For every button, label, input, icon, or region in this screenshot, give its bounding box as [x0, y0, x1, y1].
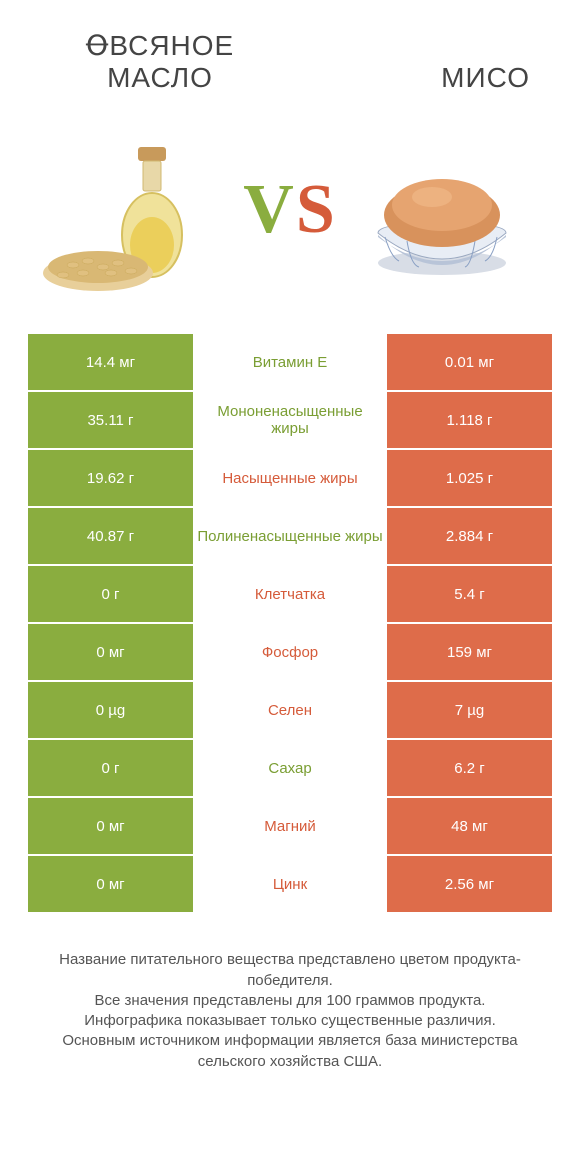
- value-left: 35.11 г: [28, 392, 193, 448]
- value-left: 0 мг: [28, 856, 193, 912]
- value-left: 0 г: [28, 566, 193, 622]
- title-left: ꝊВСЯНОЕ МАСЛО: [50, 30, 270, 94]
- comparison-table: 14.4 мгВитамин E0.01 мг35.11 гМононенасы…: [0, 334, 580, 912]
- nutrient-label: Цинк: [193, 856, 387, 912]
- vs-label: VS: [243, 170, 337, 250]
- footer-line: Инфографика показывает только существенн…: [28, 1011, 552, 1031]
- nutrient-label: Клетчатка: [193, 566, 387, 622]
- value-right: 0.01 мг: [387, 334, 552, 390]
- footer-text: Название питательного вещества представл…: [0, 914, 580, 1072]
- value-right: 1.025 г: [387, 450, 552, 506]
- table-row: 35.11 гМононенасыщенные жиры1.118 г: [28, 392, 552, 448]
- table-row: 19.62 гНасыщенные жиры1.025 г: [28, 450, 552, 506]
- table-row: 0 µgСелен7 µg: [28, 682, 552, 738]
- food-image-left: [43, 125, 233, 295]
- nutrient-label: Сахар: [193, 740, 387, 796]
- table-row: 40.87 гПолиненасыщенные жиры2.884 г: [28, 508, 552, 564]
- images-row: VS: [0, 104, 580, 334]
- value-left: 0 г: [28, 740, 193, 796]
- table-row: 0 гСахар6.2 г: [28, 740, 552, 796]
- nutrient-label: Магний: [193, 798, 387, 854]
- value-right: 2.56 мг: [387, 856, 552, 912]
- value-left: 14.4 мг: [28, 334, 193, 390]
- value-left: 0 мг: [28, 624, 193, 680]
- value-left: 19.62 г: [28, 450, 193, 506]
- value-left: 0 µg: [28, 682, 193, 738]
- footer-line: Основным источником информации является …: [28, 1031, 552, 1072]
- nutrient-label: Мононенасыщенные жиры: [193, 392, 387, 448]
- table-row: 14.4 мгВитамин E0.01 мг: [28, 334, 552, 390]
- footer-line: Название питательного вещества представл…: [28, 950, 552, 991]
- nutrient-label: Селен: [193, 682, 387, 738]
- nutrient-label: Полиненасыщенные жиры: [193, 508, 387, 564]
- value-right: 7 µg: [387, 682, 552, 738]
- table-row: 0 мгФосфор159 мг: [28, 624, 552, 680]
- footer-line: Все значения представлены для 100 граммо…: [28, 991, 552, 1011]
- table-row: 0 мгМагний48 мг: [28, 798, 552, 854]
- value-left: 0 мг: [28, 798, 193, 854]
- table-row: 0 мгЦинк2.56 мг: [28, 856, 552, 912]
- header: ꝊВСЯНОЕ МАСЛО МИСО: [0, 0, 580, 104]
- value-left: 40.87 г: [28, 508, 193, 564]
- value-right: 159 мг: [387, 624, 552, 680]
- vs-s: S: [296, 171, 337, 248]
- nutrient-label: Насыщенные жиры: [193, 450, 387, 506]
- food-image-right: [347, 125, 537, 295]
- value-right: 5.4 г: [387, 566, 552, 622]
- nutrient-label: Витамин E: [193, 334, 387, 390]
- value-right: 48 мг: [387, 798, 552, 854]
- title-right: МИСО: [441, 62, 530, 94]
- value-right: 6.2 г: [387, 740, 552, 796]
- value-right: 1.118 г: [387, 392, 552, 448]
- vs-v: V: [243, 171, 296, 248]
- value-right: 2.884 г: [387, 508, 552, 564]
- table-row: 0 гКлетчатка5.4 г: [28, 566, 552, 622]
- nutrient-label: Фосфор: [193, 624, 387, 680]
